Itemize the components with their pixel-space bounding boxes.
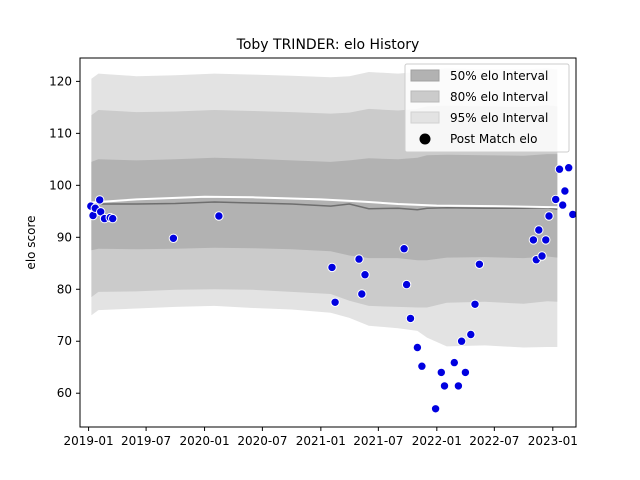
legend-swatch-80 — [410, 90, 440, 103]
data-point — [456, 336, 467, 346]
y-axis: 60 70 80 90 100 110 120 — [49, 74, 80, 400]
data-point — [108, 213, 118, 224]
band-50 — [91, 154, 558, 261]
y-tick-label: 90 — [57, 230, 72, 244]
data-point — [474, 259, 485, 269]
y-tick-label: 120 — [49, 74, 72, 88]
y-tick-label: 80 — [57, 282, 72, 296]
y-axis-label: elo score — [24, 215, 38, 269]
x-tick-label: 2021-07 — [353, 434, 403, 448]
data-point — [405, 313, 416, 324]
plot-frame — [79, 57, 577, 428]
legend-marker-point — [419, 133, 431, 145]
x-tick-label: 2020-01 — [179, 434, 229, 448]
data-point — [95, 195, 105, 205]
data-point — [360, 270, 370, 280]
data-point — [534, 225, 544, 235]
data-point — [330, 297, 340, 307]
data-point — [537, 251, 547, 261]
data-point — [541, 235, 551, 245]
data-point — [417, 361, 427, 371]
data-point — [357, 289, 367, 299]
x-tick-label: 2021-01 — [296, 434, 346, 448]
legend-swatch-95 — [410, 111, 440, 124]
data-point — [449, 357, 459, 368]
data-point — [168, 233, 179, 244]
legend-frame — [404, 63, 570, 153]
data-point — [327, 262, 337, 273]
data-point — [412, 342, 423, 353]
x-tick-label: 2022-01 — [412, 434, 462, 448]
legend-label-95: 95% elo Interval — [450, 111, 548, 125]
mean-line — [91, 195, 558, 209]
data-point — [470, 299, 480, 309]
y-tick-label: 100 — [49, 178, 72, 192]
data-point — [558, 200, 568, 210]
y-tick-label: 110 — [49, 126, 72, 140]
legend-label-80: 80% elo Interval — [450, 90, 548, 104]
data-point — [214, 211, 224, 221]
data-point — [554, 164, 565, 174]
x-tick-label: 2022-07 — [469, 434, 519, 448]
x-tick-label: 2019-01 — [64, 434, 114, 448]
x-tick-label: 2019-07 — [121, 434, 171, 448]
y-tick-label: 60 — [57, 386, 72, 400]
x-tick-label: 2020-07 — [237, 434, 287, 448]
band-center-line — [91, 201, 558, 211]
x-axis: 2019-01 2019-07 2020-01 2020-07 2021-01 2021-… — [64, 427, 578, 448]
legend-label-50: 50% elo Interval — [450, 69, 548, 83]
data-point — [399, 244, 409, 254]
legend-swatch-50 — [410, 69, 440, 82]
data-point — [401, 279, 412, 290]
post-match-points — [86, 163, 578, 414]
data-point — [430, 404, 441, 414]
x-tick-label: 2023-01 — [528, 434, 578, 448]
data-point — [436, 367, 446, 378]
legend-label-point: Post Match elo — [450, 132, 537, 146]
data-point — [354, 254, 364, 264]
data-point — [460, 367, 471, 378]
mean-line-group — [91, 195, 558, 209]
legend: 50% elo Interval 80% elo Interval 95% el… — [404, 63, 570, 153]
data-point — [551, 194, 561, 205]
data-point — [568, 209, 578, 220]
data-point — [466, 329, 476, 340]
y-tick-label: 70 — [57, 334, 72, 348]
data-point — [544, 211, 554, 221]
chart-title: Toby TRINDER: elo History — [236, 37, 420, 53]
data-point — [560, 186, 570, 196]
data-point — [453, 381, 464, 391]
data-point — [528, 235, 539, 245]
data-point — [564, 163, 574, 173]
data-point — [439, 381, 450, 391]
